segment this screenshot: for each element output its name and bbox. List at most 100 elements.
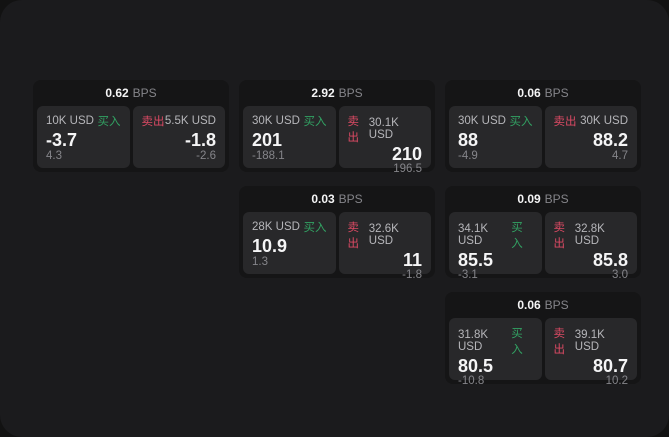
- buy-amount: 30K USD: [252, 115, 300, 127]
- buy-label: 买入: [509, 116, 533, 128]
- buy-sub-value: -188.1: [252, 150, 285, 162]
- buy-cell[interactable]: 34.1K USD 买入 85.5 -3.1: [449, 212, 542, 281]
- sell-price: -1.8: [184, 129, 216, 150]
- sell-cell-top: 卖出 39.1K USD: [554, 325, 629, 357]
- sell-amount: 32.8K USD: [574, 223, 605, 247]
- buy-cell-top: 30K USD 买入: [458, 113, 533, 129]
- card-header: 0.06 BPS: [445, 292, 641, 318]
- bps-unit: BPS: [544, 192, 569, 206]
- quote-card[interactable]: 0.09 BPS 34.1K USD 买入 85.5 -3.1 卖出 32.8K…: [445, 186, 641, 281]
- card-body: 31.8K USD 买入 80.5 -10.8 卖出 39.1K USD 80.…: [445, 318, 641, 387]
- buy-price: 85.5: [458, 250, 494, 270]
- buy-label: 买入: [303, 116, 327, 128]
- card-body: 28K USD 买入 10.9 1.3 卖出 32.6K USD 11 -1.8: [239, 212, 435, 281]
- sell-label: 卖出: [553, 222, 566, 250]
- sell-amount: 30K USD: [580, 115, 628, 127]
- sell-price: 88.2: [592, 129, 628, 150]
- sell-amount: 39.1K USD: [574, 329, 605, 353]
- sell-price: 210: [391, 144, 422, 164]
- sell-cell[interactable]: 卖出 30K USD 88.2 4.7: [544, 106, 637, 168]
- sell-sub-value: 4.7: [612, 150, 628, 162]
- buy-cell[interactable]: 30K USD 买入 88 -4.9: [449, 106, 542, 168]
- sell-cell[interactable]: 卖出 32.8K USD 85.8 3.0: [544, 212, 637, 281]
- sell-cell-top: 卖出 30K USD: [554, 113, 629, 129]
- sell-label: 卖出: [347, 116, 360, 144]
- sell-label: 卖出: [347, 222, 360, 250]
- buy-price: 80.5: [458, 356, 494, 376]
- bps-unit: BPS: [544, 86, 569, 100]
- card-header: 0.06 BPS: [445, 80, 641, 106]
- buy-cell-top: 10K USD 买入: [46, 113, 121, 129]
- buy-sub-value: 4.3: [46, 150, 62, 162]
- bps-value: 0.03: [311, 192, 335, 206]
- buy-cell[interactable]: 30K USD 买入 201 -188.1: [243, 106, 336, 168]
- buy-sub-value: 1.3: [252, 256, 268, 268]
- sell-cell-top: 卖出 5.5K USD: [142, 113, 217, 129]
- sell-sub-value: -1.8: [402, 269, 422, 281]
- card-header: 2.92 BPS: [239, 80, 435, 106]
- buy-sub-value: -10.8: [458, 375, 485, 387]
- buy-label: 买入: [511, 328, 523, 356]
- bps-unit: BPS: [132, 86, 157, 100]
- card-body: 34.1K USD 买入 85.5 -3.1 卖出 32.8K USD 85.8…: [445, 212, 641, 281]
- card-body: 30K USD 买入 201 -188.1 卖出 30.1K USD 210 1…: [239, 106, 435, 175]
- buy-cell[interactable]: 28K USD 买入 10.9 1.3: [243, 212, 336, 274]
- buy-cell-top: 28K USD 买入: [252, 219, 327, 235]
- sell-sub-value: 3.0: [612, 269, 628, 281]
- buy-cell-top: 31.8K USD 买入: [458, 325, 533, 357]
- buy-amount: 34.1K USD: [458, 223, 489, 247]
- card-header: 0.09 BPS: [445, 186, 641, 212]
- quote-card[interactable]: 2.92 BPS 30K USD 买入 201 -188.1 卖出 30.1K …: [239, 80, 435, 175]
- bps-unit: BPS: [338, 86, 363, 100]
- buy-price: 10.9: [252, 235, 288, 256]
- sell-sub-value: 10.2: [605, 375, 628, 387]
- buy-cell-top: 34.1K USD 买入: [458, 219, 533, 251]
- buy-label: 买入: [511, 222, 523, 250]
- sell-amount: 5.5K USD: [164, 115, 216, 127]
- sell-amount: 30.1K USD: [368, 117, 399, 141]
- sell-cell[interactable]: 卖出 30.1K USD 210 196.5: [338, 106, 431, 175]
- buy-sub-value: -3.1: [458, 269, 478, 281]
- bps-unit: BPS: [338, 192, 363, 206]
- sell-price: 85.8: [592, 250, 628, 270]
- buy-label: 买入: [97, 116, 121, 128]
- buy-price: 201: [252, 129, 283, 150]
- card-header: 0.03 BPS: [239, 186, 435, 212]
- sell-cell[interactable]: 卖出 39.1K USD 80.7 10.2: [544, 318, 637, 387]
- buy-cell[interactable]: 10K USD 买入 -3.7 4.3: [37, 106, 130, 168]
- sell-cell[interactable]: 卖出 5.5K USD -1.8 -2.6: [132, 106, 225, 168]
- quote-card[interactable]: 0.62 BPS 10K USD 买入 -3.7 4.3 卖出 5.5K USD…: [33, 80, 229, 172]
- sell-amount: 32.6K USD: [368, 223, 399, 247]
- sell-cell-top: 卖出 32.6K USD: [348, 219, 423, 251]
- buy-label: 买入: [303, 222, 327, 234]
- buy-sub-value: -4.9: [458, 150, 478, 162]
- quote-card[interactable]: 0.06 BPS 30K USD 买入 88 -4.9 卖出 30K USD 8…: [445, 80, 641, 172]
- bps-value: 0.62: [105, 86, 129, 100]
- sell-sub-value: 196.5: [393, 163, 422, 175]
- card-header: 0.62 BPS: [33, 80, 229, 106]
- sell-price: 11: [402, 250, 422, 270]
- bps-value: 0.06: [517, 298, 541, 312]
- buy-amount: 30K USD: [458, 115, 506, 127]
- sell-cell[interactable]: 卖出 32.6K USD 11 -1.8: [338, 212, 431, 281]
- sell-label: 卖出: [553, 328, 566, 356]
- buy-cell[interactable]: 31.8K USD 买入 80.5 -10.8: [449, 318, 542, 387]
- bps-value: 0.06: [517, 86, 541, 100]
- buy-price: -3.7: [46, 129, 78, 150]
- sell-label: 卖出: [553, 116, 577, 128]
- card-body: 10K USD 买入 -3.7 4.3 卖出 5.5K USD -1.8 -2.…: [33, 106, 229, 168]
- buy-amount: 28K USD: [252, 221, 300, 233]
- card-body: 30K USD 买入 88 -4.9 卖出 30K USD 88.2 4.7: [445, 106, 641, 168]
- buy-price: 88: [458, 129, 479, 150]
- bps-unit: BPS: [544, 298, 569, 312]
- buy-cell-top: 30K USD 买入: [252, 113, 327, 129]
- quote-card[interactable]: 0.03 BPS 28K USD 买入 10.9 1.3 卖出 32.6K US…: [239, 186, 435, 281]
- sell-cell-top: 卖出 32.8K USD: [554, 219, 629, 251]
- buy-amount: 10K USD: [46, 115, 94, 127]
- quote-card[interactable]: 0.06 BPS 31.8K USD 买入 80.5 -10.8 卖出 39.1…: [445, 292, 641, 387]
- buy-amount: 31.8K USD: [458, 329, 489, 353]
- bps-value: 0.09: [517, 192, 541, 206]
- sell-cell-top: 卖出 30.1K USD: [348, 113, 423, 145]
- sell-label: 卖出: [141, 116, 165, 128]
